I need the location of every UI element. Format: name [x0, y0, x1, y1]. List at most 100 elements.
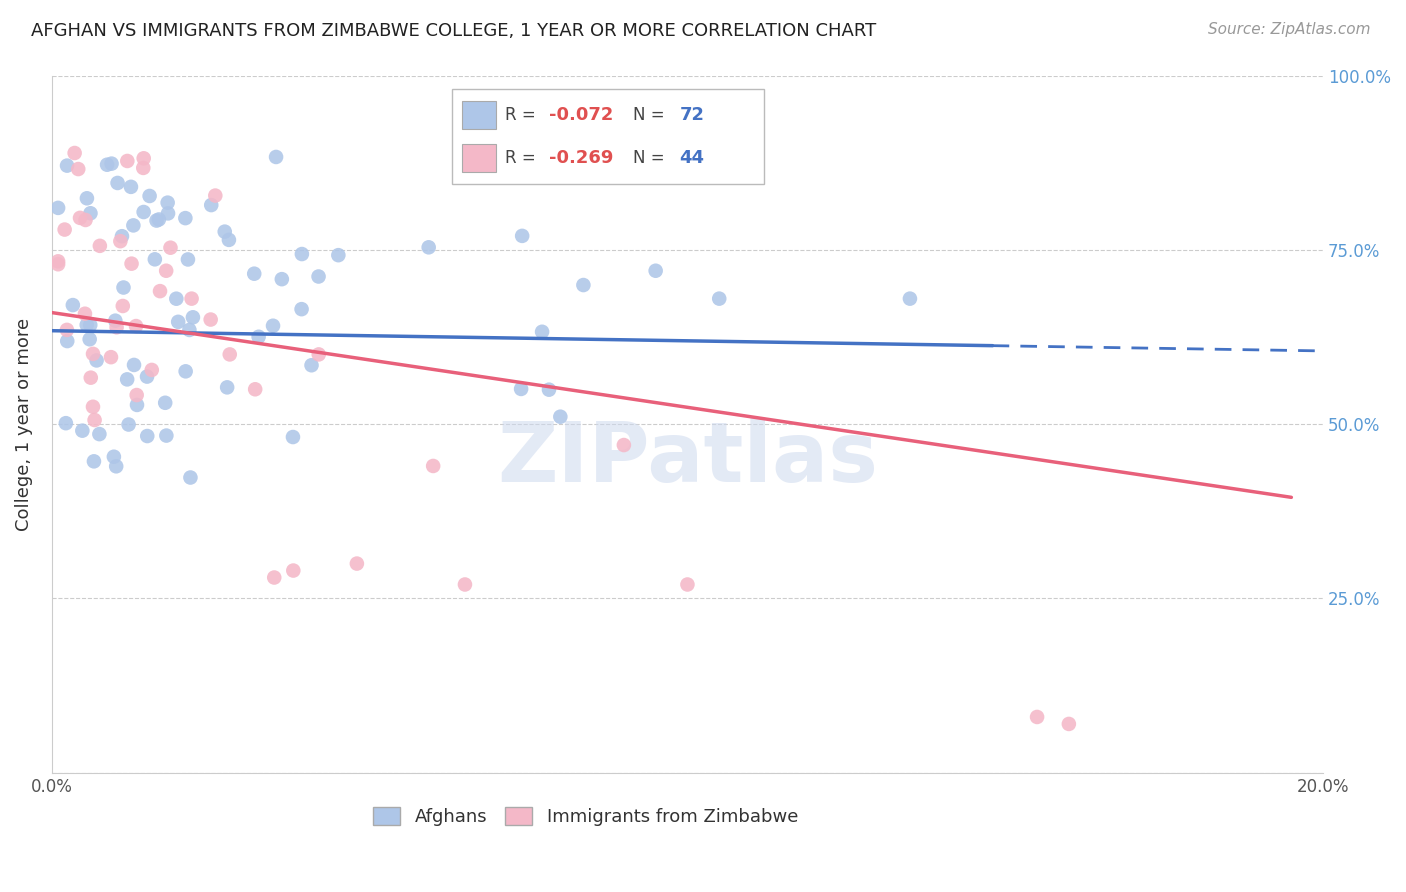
- Point: [107, 176, 129, 190]
- Point: [418, 240, 440, 254]
- Point: [86, 353, 108, 368]
- Point: [218, 233, 240, 247]
- Point: [510, 228, 533, 243]
- Point: [132, 151, 155, 165]
- Point: [155, 396, 177, 410]
- Point: [83, 413, 105, 427]
- Point: [644, 264, 666, 278]
- Point: [308, 269, 330, 284]
- Point: [243, 267, 266, 281]
- Point: [510, 382, 533, 396]
- Point: [110, 234, 132, 248]
- Point: [177, 252, 200, 267]
- Point: [69, 211, 91, 225]
- Point: [422, 458, 444, 473]
- Point: [180, 292, 202, 306]
- Point: [214, 225, 236, 239]
- Point: [283, 564, 305, 578]
- Point: [159, 241, 181, 255]
- Point: [1026, 710, 1049, 724]
- Point: [125, 398, 148, 412]
- Point: [157, 206, 180, 220]
- Point: [76, 191, 98, 205]
- Point: [46, 201, 69, 215]
- Point: [132, 205, 155, 219]
- Point: [243, 382, 266, 396]
- Point: [115, 372, 138, 386]
- Point: [63, 146, 86, 161]
- Point: [200, 198, 222, 212]
- Point: [73, 307, 96, 321]
- Point: [143, 252, 166, 267]
- Point: [79, 332, 101, 346]
- Point: [181, 310, 204, 325]
- Point: [148, 212, 170, 227]
- Point: [204, 188, 226, 202]
- Point: [56, 334, 79, 348]
- Point: [200, 312, 222, 326]
- Point: [550, 409, 572, 424]
- Point: [217, 380, 239, 394]
- Point: [76, 318, 98, 332]
- Point: [709, 292, 731, 306]
- Point: [125, 388, 148, 402]
- Point: [117, 153, 139, 168]
- Point: [80, 370, 103, 384]
- Point: [537, 383, 560, 397]
- Point: [112, 280, 135, 294]
- Legend: Afghans, Immigrants from Zimbabwe: Afghans, Immigrants from Zimbabwe: [366, 799, 806, 833]
- Point: [281, 430, 304, 444]
- Point: [53, 222, 76, 236]
- Point: [179, 470, 201, 484]
- Point: [247, 330, 270, 344]
- Text: Source: ZipAtlas.com: Source: ZipAtlas.com: [1208, 22, 1371, 37]
- Point: [111, 299, 134, 313]
- Point: [328, 248, 350, 262]
- Point: [55, 416, 77, 430]
- Text: ZIPatlas: ZIPatlas: [496, 418, 877, 500]
- Point: [270, 272, 292, 286]
- Point: [572, 278, 595, 293]
- Point: [613, 438, 636, 452]
- Point: [105, 459, 128, 474]
- Point: [301, 358, 323, 372]
- Point: [145, 213, 167, 227]
- Point: [79, 206, 101, 220]
- Point: [62, 298, 84, 312]
- Point: [122, 219, 145, 233]
- Point: [167, 315, 190, 329]
- Point: [290, 302, 312, 317]
- Point: [82, 347, 104, 361]
- Point: [111, 229, 134, 244]
- Point: [121, 257, 143, 271]
- Point: [96, 158, 118, 172]
- Point: [72, 424, 94, 438]
- Point: [264, 150, 287, 164]
- Point: [308, 347, 330, 361]
- Point: [46, 257, 69, 271]
- Point: [122, 358, 145, 372]
- Point: [89, 239, 111, 253]
- Point: [89, 427, 111, 442]
- Point: [82, 400, 104, 414]
- Point: [263, 570, 285, 584]
- Point: [141, 363, 163, 377]
- Point: [898, 292, 921, 306]
- Point: [136, 369, 159, 384]
- Point: [1057, 717, 1080, 731]
- Point: [100, 350, 122, 364]
- Point: [179, 323, 201, 337]
- Point: [165, 292, 187, 306]
- Text: AFGHAN VS IMMIGRANTS FROM ZIMBABWE COLLEGE, 1 YEAR OR MORE CORRELATION CHART: AFGHAN VS IMMIGRANTS FROM ZIMBABWE COLLE…: [31, 22, 876, 40]
- Point: [291, 247, 314, 261]
- Point: [56, 159, 79, 173]
- Point: [676, 577, 699, 591]
- Point: [138, 189, 160, 203]
- Point: [56, 323, 79, 337]
- Point: [136, 429, 159, 443]
- Point: [100, 156, 122, 170]
- Point: [117, 417, 139, 432]
- Point: [67, 162, 90, 177]
- Point: [132, 161, 155, 175]
- Point: [156, 195, 179, 210]
